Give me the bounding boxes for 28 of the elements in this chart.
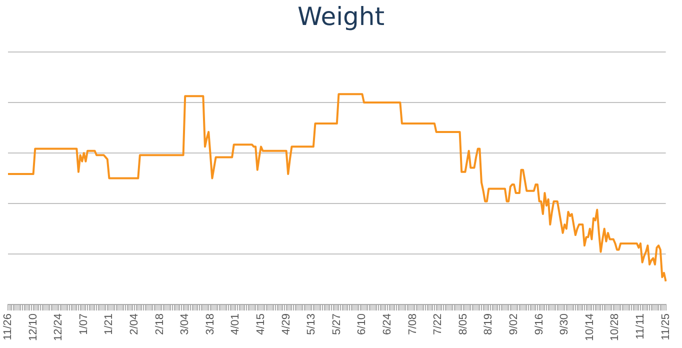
x-tick-label: 9/02 [508,313,520,335]
x-tick-label: 1/07 [78,313,90,335]
x-tick-label: 4/01 [230,313,242,335]
x-tick-label: 7/22 [432,313,444,335]
x-tick-label: 9/30 [558,313,571,335]
x-tick-label: 12/24 [52,313,65,342]
x-tick-label: 8/05 [457,313,470,335]
x-tick-label: 10/28 [609,313,622,342]
chart-title: Weight [296,2,386,31]
x-tick-label: 11/25 [660,313,672,340]
x-tick-label: 5/27 [330,313,343,335]
x-tick-label: 12/10 [27,313,40,342]
x-tick-label: 1/21 [103,313,116,335]
x-tick-label: 3/18 [204,313,216,335]
x-tick-label: 4/29 [280,313,292,335]
x-tick-label: 9/16 [533,313,546,335]
x-tick-label: 7/08 [406,313,419,335]
x-tick-label: 6/10 [356,313,368,335]
x-tick-label: 11/11 [634,313,647,340]
x-tick-label: 4/15 [255,313,268,335]
x-tick-label: 6/24 [382,313,394,335]
x-tick-label: 2/18 [154,313,166,335]
x-tick-label: 2/04 [128,313,141,335]
x-tick-label: 8/19 [482,313,495,335]
x-tick-label: 10/14 [584,313,596,342]
x-tick-label: 11/26 [2,313,14,340]
x-tick-label: 3/04 [179,313,192,335]
x-tick-label: 5/13 [306,313,318,335]
